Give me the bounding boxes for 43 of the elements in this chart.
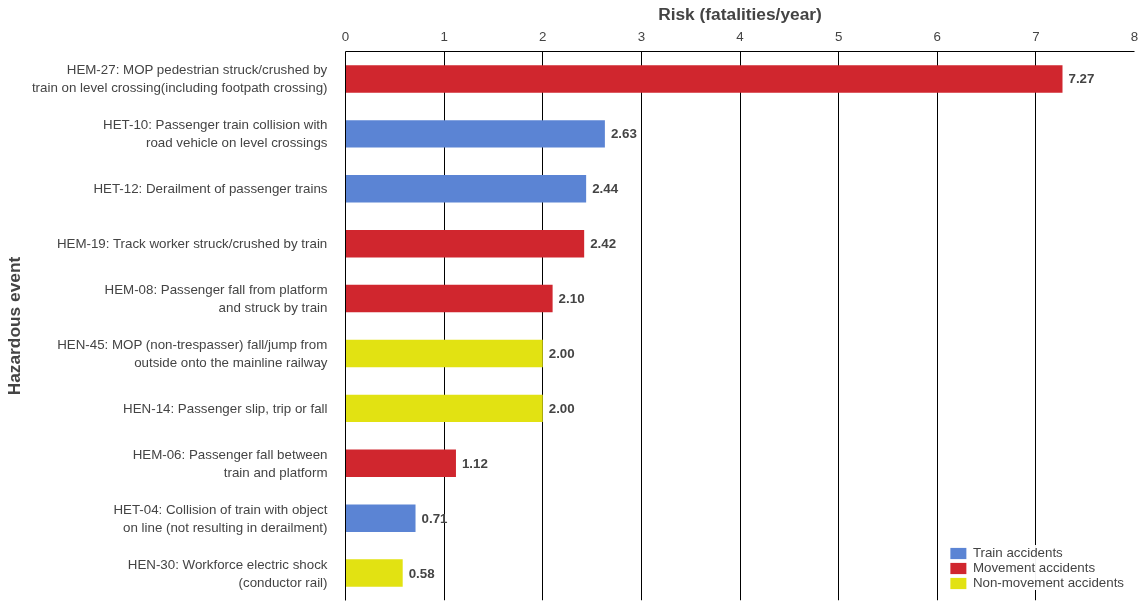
x-tick-label: 8 (1130, 28, 1139, 44)
y-tick-label: HET-04: Collision of train with object on line (not resulting in derailment) (113, 501, 328, 535)
x-tick-label: 4 (736, 28, 745, 44)
bar (345, 504, 416, 532)
y-tick-label: HEM-27: MOP pedestrian struck/crushed by train on level crossing(including footpath crossing) (31, 62, 328, 96)
y-tick-label: HEN-14: Passenger slip, trip or fall (123, 400, 328, 416)
bar (345, 175, 587, 203)
x-tick-label: 3 (637, 28, 646, 44)
y-tick-label: HEM-19: Track worker struck/crushed by train (56, 236, 328, 252)
legend-label: Movement accidents (972, 560, 1096, 575)
y-tick-label: HEN-30: Workforce electric shock (conductor rail) (127, 556, 328, 590)
y-tick-label: HEN-45: MOP (non-trespasser) fall/jump from outside onto the mainline railway (57, 336, 328, 370)
bar (345, 120, 605, 148)
bar (345, 65, 1063, 93)
data-label: 2.42 (590, 236, 617, 252)
data-label: 2.63 (610, 126, 637, 142)
x-axis-title: Risk (fatalities/year) (658, 3, 822, 24)
data-label: 2.44 (592, 181, 619, 197)
bar (345, 284, 553, 313)
data-label: 2.00 (548, 345, 575, 361)
data-label: 2.10 (558, 291, 585, 307)
y-tick-label: HEM-06: Passenger fall between train and platform (132, 446, 328, 480)
data-label: 0.58 (408, 565, 435, 581)
y-tick-label: HET-12: Derailment of passenger trains (93, 181, 328, 197)
y-tick-label: HET-10: Passenger train collision with road vehicle on level crossings (103, 117, 328, 151)
legend-label: Non-movement accidents (972, 575, 1124, 590)
y-axis-title: Hazardous event (3, 256, 24, 396)
data-label: 7.27 (1068, 71, 1095, 87)
data-label: 1.12 (461, 455, 488, 471)
bar (345, 559, 403, 587)
x-tick-label: 7 (1032, 28, 1040, 44)
bar (345, 229, 585, 258)
x-tick-label: 0 (341, 28, 350, 44)
x-tick-label: 5 (834, 28, 843, 44)
x-tick-label: 2 (539, 28, 547, 44)
bar (345, 394, 543, 423)
bar (345, 339, 543, 368)
legend-label: Train accidents (972, 545, 1063, 560)
bar (345, 449, 456, 477)
x-tick-label: 6 (933, 28, 941, 44)
y-tick-label: HEM-08: Passenger fall from platform and struck by train (104, 282, 328, 316)
x-tick-label: 1 (440, 28, 448, 44)
data-label: 2.00 (548, 400, 575, 416)
